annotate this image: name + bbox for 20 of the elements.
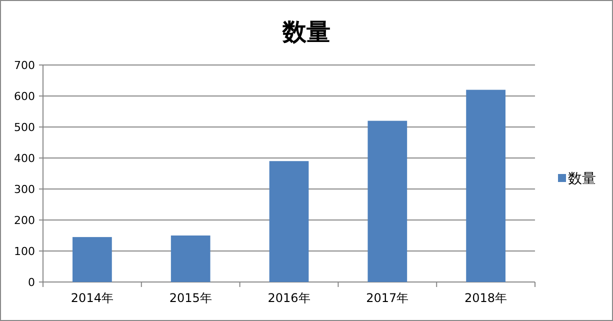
x-tick-label: 2014年 xyxy=(70,291,114,305)
bar xyxy=(466,90,506,282)
y-tick-label: 600 xyxy=(14,90,35,103)
legend-label: 数量 xyxy=(568,171,596,187)
y-tick-label: 100 xyxy=(14,245,35,258)
y-tick-label: 500 xyxy=(14,121,35,134)
y-tick-label: 400 xyxy=(14,152,35,165)
y-tick-label: 300 xyxy=(14,183,35,196)
x-tick-label: 2015年 xyxy=(169,291,212,305)
x-tick-label: 2018年 xyxy=(464,291,508,305)
y-tick-label: 700 xyxy=(14,59,35,72)
bar xyxy=(368,120,408,282)
x-tick-label: 2016年 xyxy=(268,291,310,305)
bar xyxy=(170,236,210,282)
bar xyxy=(72,237,112,282)
chart-title: 数量 xyxy=(282,18,330,46)
bar xyxy=(269,161,309,282)
y-tick-label: 200 xyxy=(14,214,35,227)
x-tick-label: 2017年 xyxy=(366,291,409,305)
y-tick-label: 0 xyxy=(28,276,35,289)
